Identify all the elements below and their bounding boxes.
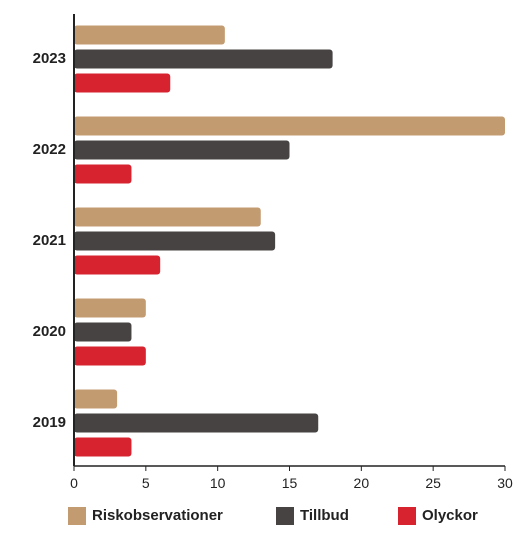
x-tick-label-30: 30 [497,475,513,491]
x-tick-label-20: 20 [354,475,370,491]
legend: Riskobservationer Tillbud Olyckor [68,507,478,525]
bar-riskobservationer-2021 [74,207,261,227]
bar-olyckor-2023 [74,73,171,93]
category-label-2021: 2021 [33,232,66,249]
bar-tillbud-2021 [74,231,276,251]
bar-olyckor-2021 [74,255,161,275]
category-label-2019: 2019 [33,414,66,431]
bar-riskobservationer-2022 [74,116,505,136]
legend-swatch-olyckor [398,507,416,525]
legend-swatch-tillbud [276,507,294,525]
legend-label-riskobservationer: Riskobservationer [92,507,223,524]
bars-layer [74,25,505,457]
bar-riskobservationer-2019 [74,389,118,409]
bar-olyckor-2022 [74,164,132,184]
x-tick-label-25: 25 [425,475,441,491]
bar-riskobservationer-2020 [74,298,146,318]
legend-label-tillbud: Tillbud [300,507,349,524]
category-label-2023: 2023 [33,50,66,67]
x-tick-label-5: 5 [142,475,150,491]
bar-tillbud-2022 [74,140,290,160]
bar-riskobservationer-2023 [74,25,225,45]
bar-tillbud-2019 [74,413,319,433]
bar-tillbud-2020 [74,322,132,342]
bar-olyckor-2019 [74,437,132,457]
axes-layer [73,14,506,471]
x-tick-label-0: 0 [70,475,78,491]
category-label-2020: 2020 [33,323,66,340]
bar-tillbud-2023 [74,49,333,69]
labels-layer: 2023 2022 2021 2020 2019 0 5 10 15 20 25 30 [33,50,513,491]
x-tick-label-15: 15 [282,475,298,491]
legend-swatch-riskobservationer [68,507,86,525]
legend-label-olyckor: Olyckor [422,507,478,524]
bar-olyckor-2020 [74,346,146,366]
category-label-2022: 2022 [33,141,66,158]
x-tick-label-10: 10 [210,475,226,491]
